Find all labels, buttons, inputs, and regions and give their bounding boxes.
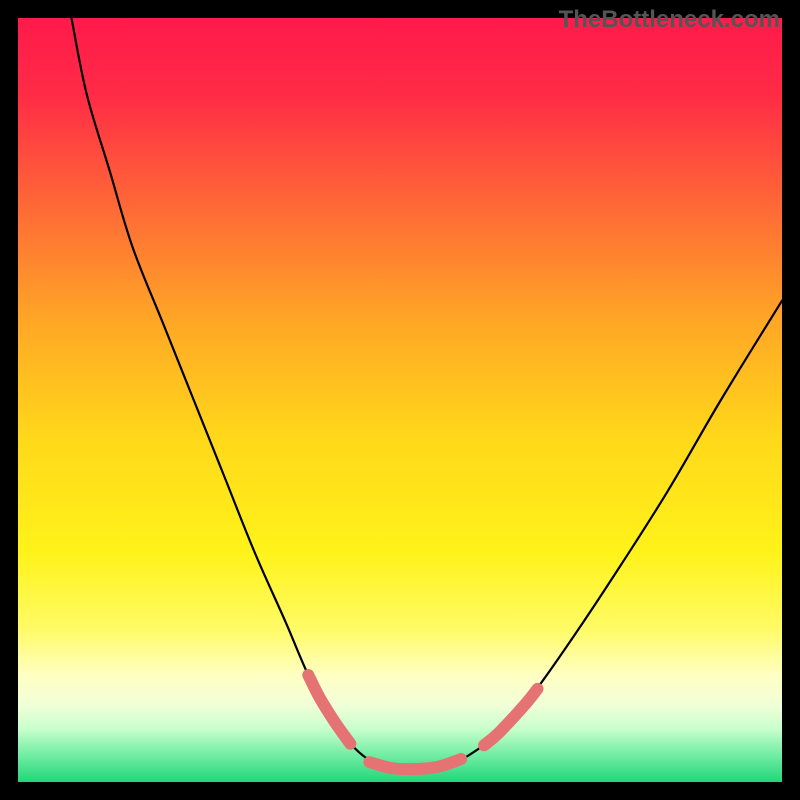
chart-frame: TheBottleneck.com bbox=[0, 0, 800, 800]
watermark-text: TheBottleneck.com bbox=[559, 6, 780, 34]
gradient-background bbox=[18, 18, 782, 782]
bottleneck-curve-chart bbox=[0, 0, 800, 800]
